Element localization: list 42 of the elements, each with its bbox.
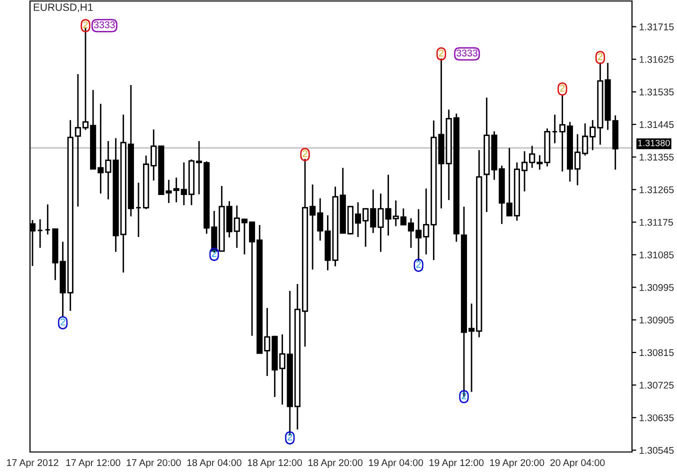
annotation: 2 [416, 260, 421, 268]
annotation: 2 [83, 21, 88, 28]
y-tick-label: 1.31535 [640, 88, 674, 96]
annotation: 3333 [456, 50, 478, 56]
ref-line-label: 1.31380 [638, 140, 670, 146]
annotation: 2 [302, 150, 308, 157]
y-tick-label: 1.30725 [640, 382, 674, 389]
y-tick-label: 1.30905 [640, 316, 674, 324]
annotation: 2 [288, 434, 292, 440]
y-tick-label: 1.31265 [640, 186, 674, 194]
annotation: 2 [598, 53, 602, 60]
y-tick-label: 1.30635 [640, 414, 674, 422]
annotation: 2 [212, 250, 216, 257]
x-tick-label: 19 Apr 20:00 [490, 459, 544, 468]
y-tick-label: 1.31445 [640, 121, 674, 128]
x-tick-label: 18 Apr 04:00 [187, 459, 242, 468]
y-tick-label: 1.30995 [640, 284, 674, 291]
x-tick-label: 17 Apr 12:00 [66, 459, 120, 468]
annotation: 2 [439, 50, 444, 56]
y-tick-label: 1.31085 [640, 251, 674, 258]
x-tick-label: 17 Apr 20:00 [126, 459, 181, 468]
annotation: 2 [462, 392, 466, 400]
candlestick [44, 204, 51, 236]
x-tick-label: 19 Apr 12:00 [430, 459, 484, 468]
candlestick [552, 114, 558, 144]
y-tick-label: 1.31625 [640, 56, 674, 63]
y-tick-label: 1.30545 [640, 446, 674, 454]
annotation: 2 [560, 84, 565, 92]
annotation: 3333 [94, 21, 115, 28]
x-tick-label: 18 Apr 12:00 [248, 459, 302, 468]
x-tick-label: 20 Apr 04:00 [550, 459, 605, 468]
annotation: 2 [60, 318, 66, 326]
x-tick-label: 17 Apr 2012 [7, 459, 58, 468]
y-tick-label: 1.31175 [640, 218, 673, 226]
chart-title: EURUSD,H1 [34, 4, 93, 12]
x-tick-label: 19 Apr 04:00 [369, 459, 424, 468]
x-tick-label: 18 Apr 20:00 [308, 459, 362, 468]
y-tick-label: 1.31715 [640, 23, 674, 30]
candlestick [135, 182, 142, 238]
candlestick [37, 218, 44, 249]
y-tick-label: 1.30815 [640, 349, 674, 356]
y-tick-label: 1.31355 [640, 154, 674, 161]
